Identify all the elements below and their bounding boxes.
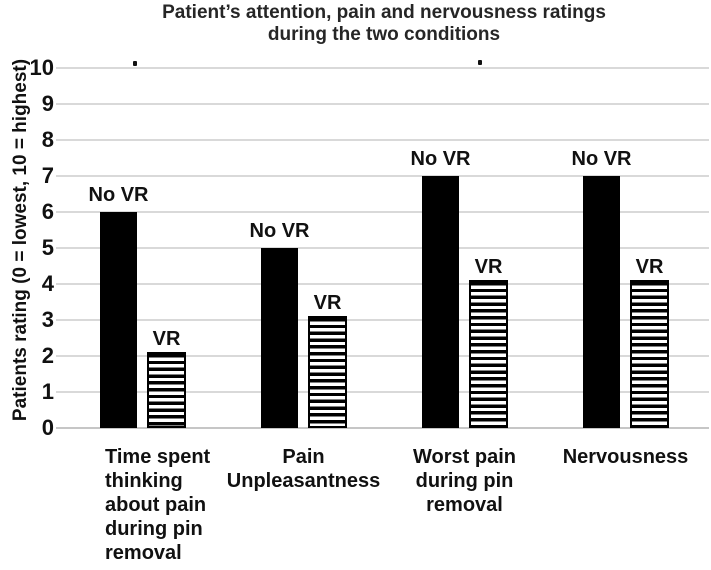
y-tick-label: 7: [41, 163, 54, 188]
category-label: Nervousness: [562, 446, 689, 468]
gridline: [56, 175, 709, 177]
bar-series-label: VR: [635, 256, 664, 278]
gridline: [56, 211, 709, 213]
y-tick-label: 8: [41, 127, 54, 152]
gridline: [56, 319, 709, 321]
bar-vr: [469, 280, 508, 428]
bar-series-label: VR: [152, 328, 181, 350]
gridline: [56, 103, 709, 105]
bar-no-vr: [422, 176, 459, 428]
bar-series-label: No VR: [249, 220, 310, 242]
gridline: [56, 247, 709, 249]
y-tick-label: 0: [41, 415, 54, 440]
bar-series-label: No VR: [410, 148, 471, 170]
bar-vr: [147, 352, 186, 428]
y-tick-label: 1: [41, 379, 54, 404]
bar-series-label: No VR: [571, 148, 632, 170]
bar-vr: [630, 280, 669, 428]
y-tick-label: 5: [41, 235, 54, 260]
y-tick-label: 6: [41, 199, 54, 224]
category-label: Worst pain during pin removal: [413, 446, 516, 516]
bar-series-label: VR: [474, 256, 503, 278]
stray-mark-dot: [478, 60, 482, 65]
category-label: Time spent thinking about pain during pi…: [105, 446, 211, 564]
chart-title: Patient’s attention, pain and nervousnes…: [62, 2, 706, 46]
gridline: [56, 391, 709, 393]
category-label: Pain Unpleasantness: [226, 446, 381, 492]
y-tick-label: 9: [41, 91, 54, 116]
bar-no-vr: [261, 248, 298, 428]
gridline: [56, 139, 709, 141]
chart-title-line2: during the two conditions: [267, 24, 501, 45]
bar-no-vr: [100, 212, 137, 428]
plot-area: 0 1 2 3 4 5 6 7 8 9 10 No VR VR Time spent thinking a…: [30, 55, 709, 564]
bar-vr: [308, 316, 347, 428]
x-axis-line: [56, 427, 709, 429]
gridline: [56, 283, 709, 285]
bar-series-label: VR: [313, 292, 342, 314]
y-tick-label: 2: [41, 343, 54, 368]
bar-series-label: No VR: [88, 184, 149, 206]
gridline: [56, 67, 709, 69]
bar-no-vr: [583, 176, 620, 428]
y-tick-label: 3: [41, 307, 54, 332]
stray-mark-dot: [133, 61, 137, 66]
gridline: [56, 355, 709, 357]
y-tick-label: 4: [41, 271, 54, 296]
y-tick-label: 10: [29, 55, 54, 80]
chart-title-line1: Patient’s attention, pain and nervousnes…: [162, 2, 606, 23]
